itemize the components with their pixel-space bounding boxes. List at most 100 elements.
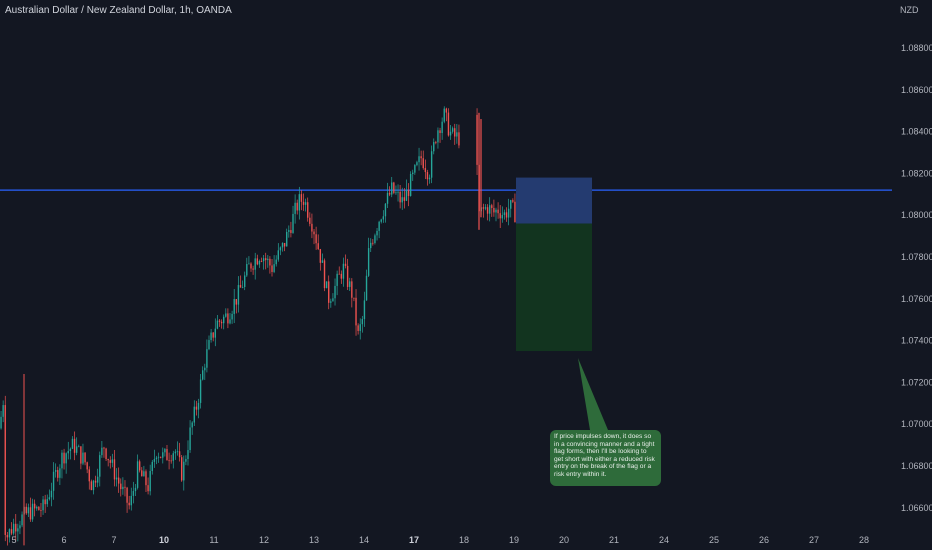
candle-body	[399, 191, 401, 203]
take-profit-zone[interactable]	[516, 223, 592, 352]
candle-body	[153, 459, 156, 462]
chart-title: Australian Dollar / New Zealand Dollar, …	[5, 5, 232, 16]
candle-body	[36, 506, 38, 509]
candle-body	[149, 470, 151, 492]
candle-body	[304, 202, 307, 205]
candle-body	[355, 297, 357, 326]
candle-body	[174, 451, 177, 454]
candle-body	[65, 453, 67, 464]
candle-body	[52, 471, 55, 491]
price-tick-label: 1.07600	[901, 294, 932, 304]
time-tick-label: 13	[309, 535, 319, 545]
candle-body	[69, 448, 72, 452]
candle-body	[208, 340, 210, 350]
time-tick-label: 20	[559, 535, 569, 545]
candle-body	[122, 486, 124, 490]
candle-body	[267, 258, 269, 261]
callout-pointer	[578, 358, 608, 430]
candle-body	[288, 230, 290, 232]
candle-body	[260, 261, 263, 262]
candle-body	[273, 264, 275, 272]
candle-body	[290, 230, 292, 233]
candle-body	[0, 416, 2, 429]
candle-body	[365, 275, 368, 301]
candle-body	[168, 460, 170, 462]
candle-body	[353, 297, 355, 299]
candle-body	[25, 506, 27, 514]
candle-body	[170, 460, 172, 462]
candle-body	[250, 263, 252, 269]
candle-body	[296, 202, 298, 211]
candle-body	[241, 286, 244, 288]
candle-body	[507, 208, 510, 218]
candle-body	[275, 259, 277, 265]
candle-body	[482, 207, 485, 209]
time-tick-label: 11	[209, 535, 218, 545]
annotation-callout[interactable]: If price impulses down, it does so in a …	[550, 430, 661, 486]
candle-body	[401, 197, 403, 203]
time-tick-label: 6	[61, 535, 66, 545]
candle-body	[124, 486, 126, 488]
candle-body	[300, 194, 303, 202]
candle-body	[317, 243, 319, 250]
candle-body	[204, 367, 206, 371]
candle-body	[101, 447, 103, 456]
stop-loss-zone[interactable]	[516, 177, 592, 224]
candle-body	[222, 316, 225, 324]
candle-body	[54, 470, 57, 472]
candle-body	[344, 263, 347, 266]
candle-body	[395, 192, 397, 194]
candle-body	[451, 128, 454, 132]
candle-body	[94, 480, 97, 483]
candle-body	[235, 299, 238, 305]
candle-body	[33, 503, 36, 509]
candle-body	[78, 446, 80, 448]
candle-body	[357, 325, 359, 331]
price-axis[interactable]: 1.08800 1.08600 1.08400 1.08200 1.08000 1.078…	[901, 43, 932, 513]
candle-body	[38, 506, 40, 511]
time-axis[interactable]: 5 6 7 10 11 12 13 14 17 18 19 20 21 24 25 26 27 28	[11, 535, 869, 545]
candle-body	[391, 182, 393, 195]
candle-body	[244, 275, 246, 287]
candle-body	[252, 268, 254, 270]
candle-body	[388, 192, 391, 195]
candle-body	[8, 529, 11, 538]
candle-body	[420, 156, 422, 159]
candle-body	[325, 281, 328, 289]
candle-body	[338, 273, 340, 275]
candle-body	[71, 438, 74, 449]
candle-body	[258, 261, 261, 265]
candle-body	[229, 319, 231, 324]
candle-body	[286, 231, 288, 247]
currency-label: NZD	[900, 5, 919, 15]
candle-body	[185, 458, 187, 462]
candle-body	[488, 205, 491, 214]
candle-body	[376, 230, 378, 236]
time-tick-label: 14	[359, 535, 369, 545]
candle-body	[17, 528, 19, 532]
candle-body	[96, 476, 99, 483]
candle-body	[143, 471, 145, 477]
candle-body	[159, 456, 162, 458]
candle-body	[130, 495, 132, 506]
candle-body	[405, 189, 408, 201]
price-tick-label: 1.08000	[901, 210, 932, 220]
candle-body	[44, 499, 46, 505]
candle-body	[88, 469, 90, 482]
price-tick-label: 1.07800	[901, 252, 932, 262]
candle-body	[10, 529, 13, 534]
candle-body	[218, 320, 221, 322]
candle-body	[162, 452, 164, 458]
time-tick-label: 18	[459, 535, 469, 545]
candle-body	[19, 525, 21, 529]
candle-body	[332, 298, 334, 302]
time-tick-label: 17	[409, 535, 419, 545]
candle-body	[428, 177, 431, 180]
candle-body	[422, 158, 424, 169]
candle-body	[269, 258, 271, 266]
candle-body	[346, 265, 349, 287]
candle-body	[313, 231, 315, 235]
candle-body	[443, 108, 445, 122]
candle-body	[271, 265, 273, 272]
